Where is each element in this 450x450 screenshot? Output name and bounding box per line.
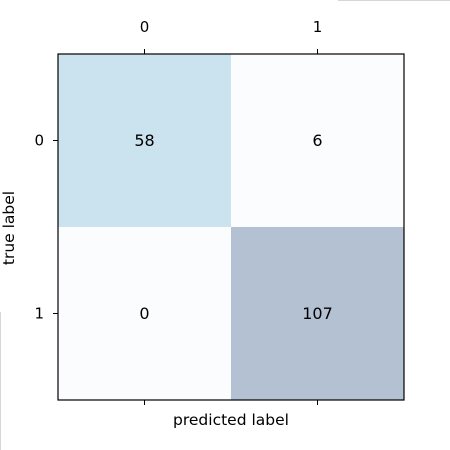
heatmap-cell-0-1 <box>231 54 404 227</box>
cell-value-1-1: 107 <box>302 304 333 323</box>
cell-value-0-0: 58 <box>134 131 154 150</box>
axis-ticks: 0 1 0 1 <box>34 18 322 405</box>
x-tick-label-0: 0 <box>140 18 150 36</box>
heatmap-cell-1-0 <box>58 227 231 400</box>
plot-frame <box>57 53 405 401</box>
x-tick-label-1: 1 <box>313 18 323 36</box>
cell-value-0-1: 6 <box>312 131 322 150</box>
y-tick-label-0: 0 <box>34 132 44 150</box>
x-axis-label: predicted label <box>173 411 289 429</box>
y-axis-label: true label <box>0 191 18 265</box>
heatmap-cell-0-0 <box>58 54 231 227</box>
cell-value-1-0: 0 <box>139 304 149 323</box>
heatmap-cell-1-1 <box>231 227 404 400</box>
cell-value-labels: 58 6 0 107 <box>134 131 332 323</box>
heatmap-cells <box>58 54 404 400</box>
y-tick-label-1: 1 <box>34 305 44 323</box>
